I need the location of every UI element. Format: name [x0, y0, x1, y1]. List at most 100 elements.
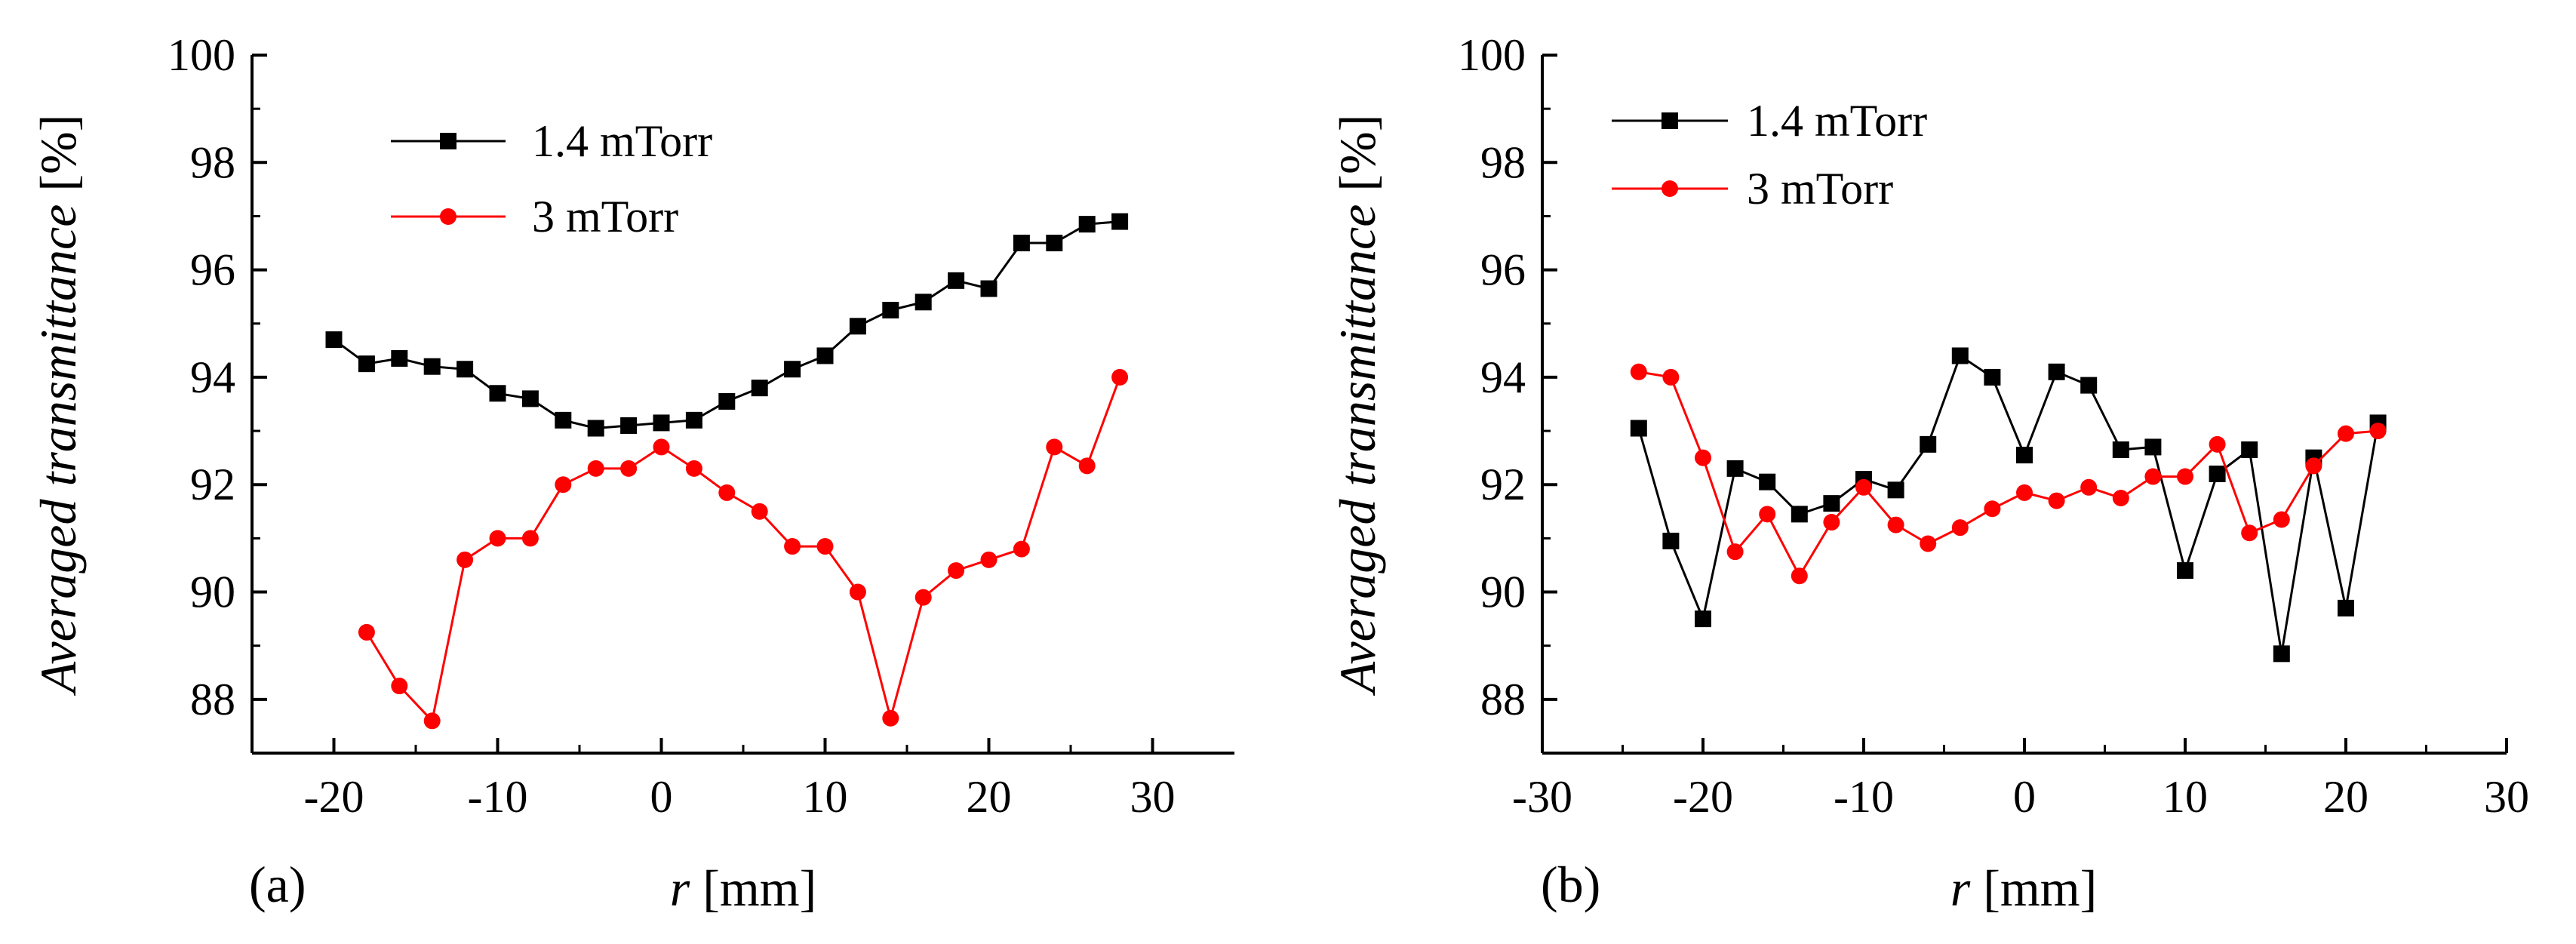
- series-line: [365, 377, 1121, 724]
- data-point: [587, 420, 604, 437]
- data-point: [1984, 368, 2001, 386]
- y-axis-label: Averaged transmittance [%]: [1329, 115, 1386, 696]
- data-point: [521, 530, 539, 547]
- data-point: [816, 538, 834, 555]
- data-point: [2177, 468, 2193, 485]
- data-point: [1887, 516, 1904, 533]
- data-point: [718, 392, 736, 410]
- data-point: [325, 331, 343, 349]
- y-tick-label: 94: [1480, 352, 1526, 402]
- x-axis-label-var: r: [1950, 859, 1971, 917]
- data-point: [489, 530, 506, 547]
- y-tick-label: 100: [1458, 30, 1526, 80]
- data-point: [1759, 506, 1776, 523]
- x-tick-label: 0: [650, 772, 673, 822]
- y-axis-label-var: Averaged transmittance: [1329, 204, 1386, 696]
- data-point: [587, 460, 604, 477]
- data-point: [1984, 500, 2001, 518]
- series-red-3-mtorr: [1630, 363, 2387, 585]
- legend-marker: [1661, 112, 1678, 129]
- data-point: [816, 347, 834, 364]
- data-point: [1111, 213, 1129, 230]
- chart-panel-a: 88 90 92 94 96 98 100 -20 -10 0 10 20 30 r [mm] Averag…: [29, 30, 1234, 917]
- data-point: [423, 712, 441, 730]
- data-point: [1630, 363, 1647, 380]
- data-point: [1046, 235, 1063, 252]
- data-point: [1630, 420, 1647, 437]
- data-point: [2338, 425, 2354, 442]
- panel-label: (b): [1541, 856, 1600, 913]
- y-axis-label-var: Averaged transmittance: [29, 204, 87, 696]
- legend-label: 1.4 mTorr: [1747, 96, 1927, 146]
- data-point: [620, 417, 638, 434]
- data-point: [2209, 466, 2226, 482]
- x-axis-label: r [mm]: [670, 859, 817, 917]
- data-point: [980, 551, 998, 568]
- data-point: [1855, 478, 1872, 496]
- y-axis-label-unit: [%]: [1329, 115, 1386, 204]
- data-point: [1951, 347, 1969, 364]
- data-point: [784, 538, 801, 555]
- data-point: [751, 503, 768, 520]
- y-tick-label: 88: [1480, 675, 1526, 724]
- y-tick-label: 92: [1480, 460, 1526, 509]
- data-point: [489, 385, 506, 402]
- x-tick-label: 10: [2163, 772, 2208, 822]
- data-point: [2241, 524, 2258, 542]
- data-point: [685, 460, 702, 477]
- data-point: [620, 460, 638, 477]
- data-point: [1078, 216, 1096, 233]
- data-point: [555, 411, 572, 429]
- data-point: [1791, 567, 1808, 585]
- y-tick-label: 90: [1480, 567, 1526, 617]
- data-point: [1920, 535, 1937, 552]
- x-tick-label: -10: [1834, 772, 1894, 822]
- y-tick-label: 92: [190, 460, 235, 509]
- legend-marker: [440, 208, 456, 225]
- x-tick-label: -20: [1673, 772, 1733, 822]
- data-point: [1013, 235, 1030, 252]
- data-point: [915, 589, 932, 606]
- chart-panel-b: 88 90 92 94 96 98 100 -30 -20 -10 0 10 20 30 r [mm] Ave…: [1329, 30, 2529, 917]
- data-point: [1695, 610, 1711, 628]
- data-point: [1759, 473, 1776, 490]
- data-point: [2080, 377, 2098, 394]
- data-point: [882, 301, 899, 318]
- data-point: [751, 380, 768, 397]
- y-tick-label: 98: [1480, 137, 1526, 187]
- legend-marker: [1661, 180, 1678, 197]
- y-tick-label: 94: [190, 352, 235, 402]
- data-point: [2080, 478, 2098, 496]
- data-point: [849, 583, 866, 601]
- data-point: [358, 355, 375, 373]
- data-point: [2144, 468, 2162, 485]
- y-tick-label: 98: [190, 137, 235, 187]
- data-point: [2016, 447, 2033, 464]
- x-axis-label-unit: [mm]: [1970, 859, 2097, 917]
- data-point: [718, 484, 736, 501]
- data-point: [1078, 457, 1096, 475]
- legend-label: 3 mTorr: [1747, 164, 1893, 214]
- data-point: [1887, 481, 1904, 499]
- data-point: [2112, 441, 2129, 458]
- legend-label: 3 mTorr: [532, 192, 678, 241]
- data-point: [2177, 562, 2193, 580]
- legend-label: 1.4 mTorr: [532, 116, 712, 166]
- data-point: [849, 318, 866, 335]
- x-tick-label: 30: [2484, 772, 2529, 822]
- data-point: [2305, 457, 2322, 475]
- data-point: [1013, 540, 1030, 558]
- x-tick-label: -20: [304, 772, 364, 822]
- y-axis-label-unit: [%]: [29, 115, 87, 204]
- data-point: [2048, 492, 2065, 509]
- data-point: [2048, 363, 2065, 380]
- legend-entry: 3 mTorr: [1612, 164, 1893, 214]
- y-tick-label: 100: [168, 30, 235, 80]
- legend-entry: 1.4 mTorr: [1612, 96, 1927, 146]
- y-tick-label: 96: [190, 245, 235, 295]
- data-point: [685, 411, 702, 429]
- data-point: [2241, 441, 2258, 458]
- x-tick-label: 0: [2013, 772, 2036, 822]
- data-point: [2338, 599, 2354, 617]
